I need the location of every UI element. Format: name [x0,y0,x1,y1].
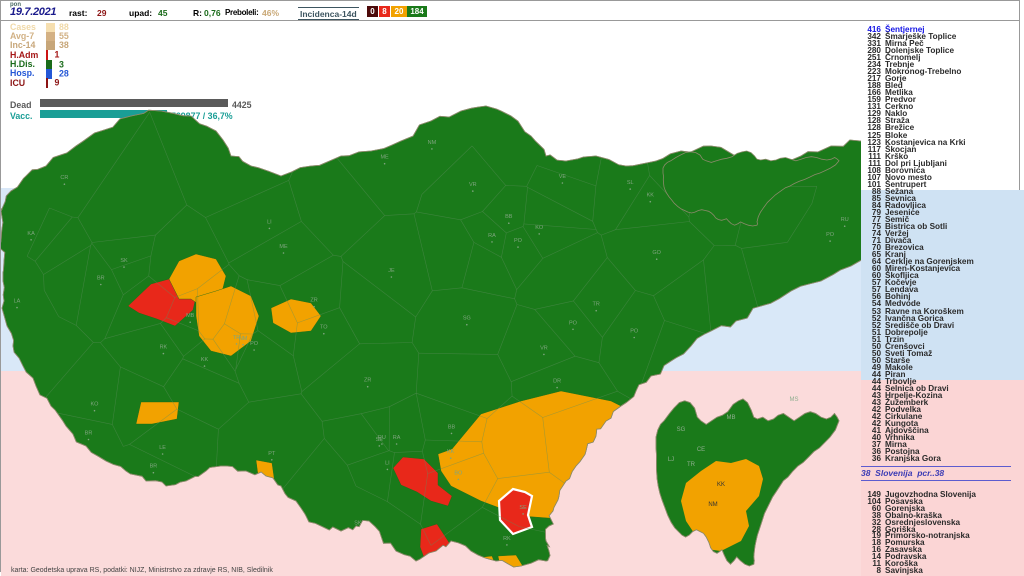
svg-text:RK: RK [160,345,168,351]
svg-text:ME: ME [279,244,288,250]
svg-text:PT: PT [268,451,276,457]
svg-text:CR: CR [60,175,68,181]
svg-text:VR: VR [540,345,548,351]
svg-text:RK: RK [503,536,511,542]
svg-text:BB: BB [448,424,456,430]
svg-text:LI: LI [267,219,272,225]
svg-text:KK: KK [201,357,209,363]
svg-text:PO: PO [569,320,578,326]
svg-text:CE: CE [697,447,705,453]
svg-text:SG: SG [677,427,686,433]
svg-text:RU: RU [841,217,849,223]
svg-text:LA: LA [14,299,21,305]
svg-text:KO: KO [91,402,100,408]
svg-text:KO: KO [535,225,544,231]
svg-text:VE: VE [559,174,567,180]
svg-text:LE: LE [159,445,166,451]
svg-text:NM: NM [708,502,717,508]
svg-text:LI: LI [385,460,390,466]
svg-text:VR: VR [469,182,477,188]
svg-text:RU: RU [378,435,386,441]
svg-text:PO: PO [514,238,523,244]
svg-text:BR: BR [85,431,93,437]
svg-text:NM: NM [428,140,437,146]
svg-text:RA: RA [393,435,401,441]
svg-text:MS: MS [790,397,799,403]
svg-text:ME: ME [380,155,389,161]
svg-text:BR: BR [150,464,158,470]
svg-text:KK: KK [647,193,655,199]
svg-text:MB: MB [186,313,195,319]
svg-text:NM: NM [239,336,248,342]
svg-text:DR: DR [553,379,561,385]
svg-text:ZR: ZR [364,378,371,384]
svg-text:PO: PO [630,329,639,335]
svg-text:MB: MB [727,415,736,421]
svg-text:PO: PO [826,232,835,238]
svg-text:LJ: LJ [668,457,674,463]
svg-text:BB: BB [505,214,513,220]
svg-text:SE: SE [519,505,527,511]
svg-text:ZR: ZR [310,298,317,304]
svg-text:KA: KA [27,231,35,237]
svg-text:SL: SL [627,180,634,186]
svg-text:KK: KK [447,449,455,455]
svg-text:TR: TR [593,302,600,308]
svg-text:GO: GO [652,250,661,256]
svg-text:TO: TO [320,325,328,331]
svg-text:BR: BR [97,276,105,282]
svg-text:KK: KK [717,482,725,488]
svg-text:SG: SG [463,316,471,322]
svg-text:TR: TR [687,462,696,468]
svg-text:SK: SK [120,258,128,264]
svg-text:BO: BO [454,470,463,476]
svg-text:PO: PO [250,341,259,347]
svg-text:RA: RA [488,233,496,239]
svg-text:JE: JE [388,268,395,274]
